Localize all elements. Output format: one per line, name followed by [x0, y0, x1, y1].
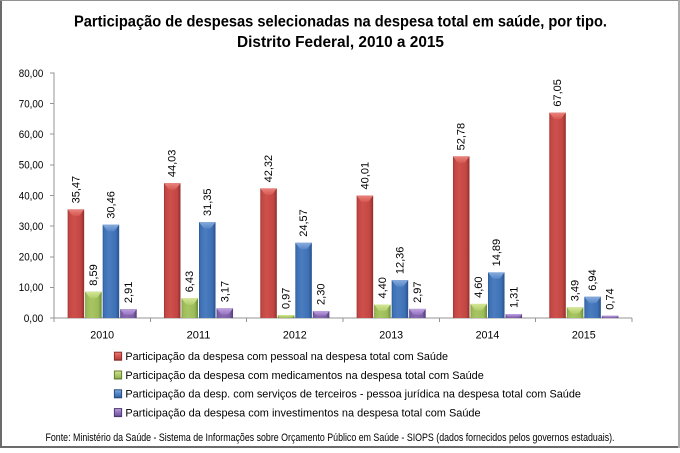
svg-text:42,32: 42,32 [263, 155, 275, 183]
svg-text:52,78: 52,78 [456, 123, 468, 151]
svg-text:24,57: 24,57 [298, 209, 310, 237]
svg-text:2012: 2012 [283, 330, 307, 342]
svg-text:0,00: 0,00 [24, 313, 44, 325]
svg-text:14,89: 14,89 [491, 239, 503, 267]
svg-text:2010: 2010 [90, 330, 114, 342]
svg-text:2015: 2015 [572, 330, 596, 342]
svg-text:40,01: 40,01 [359, 162, 371, 190]
svg-text:6,94: 6,94 [587, 269, 599, 290]
svg-text:1,31: 1,31 [508, 287, 520, 308]
svg-text:50,00: 50,00 [19, 160, 44, 172]
svg-text:Participação da despesa com pe: Participação da despesa com pessoal na d… [125, 351, 448, 363]
svg-text:4,60: 4,60 [473, 276, 485, 297]
svg-text:Participação da despesa com me: Participação da despesa com medicamentos… [125, 370, 483, 382]
svg-text:44,03: 44,03 [167, 150, 179, 178]
svg-text:8,59: 8,59 [88, 264, 100, 285]
svg-text:Fonte: Ministério da Saúde - S: Fonte: Ministério da Saúde - Sistema de … [46, 432, 615, 444]
svg-text:60,00: 60,00 [19, 129, 44, 141]
svg-text:10,00: 10,00 [19, 282, 44, 294]
svg-text:80,00: 80,00 [19, 68, 44, 80]
svg-text:Participação de despesas selec: Participação de despesas selecionadas na… [74, 13, 607, 30]
svg-text:30,46: 30,46 [105, 191, 117, 219]
svg-text:2014: 2014 [476, 330, 500, 342]
svg-text:Distrito Federal, 2010 a 2015: Distrito Federal, 2010 a 2015 [237, 34, 444, 51]
svg-text:2013: 2013 [379, 330, 403, 342]
svg-text:31,35: 31,35 [202, 188, 214, 216]
svg-text:Participação da despesa com in: Participação da despesa com investimento… [125, 407, 480, 419]
svg-text:70,00: 70,00 [19, 98, 44, 110]
svg-text:Participação da desp. com serv: Participação da desp. com serviços de te… [125, 389, 581, 401]
svg-text:4,40: 4,40 [377, 277, 389, 298]
svg-text:2,30: 2,30 [316, 284, 328, 305]
svg-text:67,05: 67,05 [552, 79, 564, 107]
svg-text:0,97: 0,97 [281, 288, 293, 309]
svg-text:12,36: 12,36 [394, 247, 406, 275]
svg-text:6,43: 6,43 [184, 271, 196, 292]
svg-text:20,00: 20,00 [19, 252, 44, 264]
svg-text:2,91: 2,91 [123, 282, 135, 303]
svg-text:0,74: 0,74 [605, 288, 617, 309]
svg-text:3,17: 3,17 [219, 281, 231, 302]
svg-text:2,97: 2,97 [412, 281, 424, 302]
svg-text:40,00: 40,00 [19, 190, 44, 202]
svg-text:3,49: 3,49 [570, 280, 582, 301]
svg-text:2011: 2011 [187, 330, 211, 342]
svg-text:35,47: 35,47 [70, 176, 82, 204]
svg-text:30,00: 30,00 [19, 221, 44, 233]
